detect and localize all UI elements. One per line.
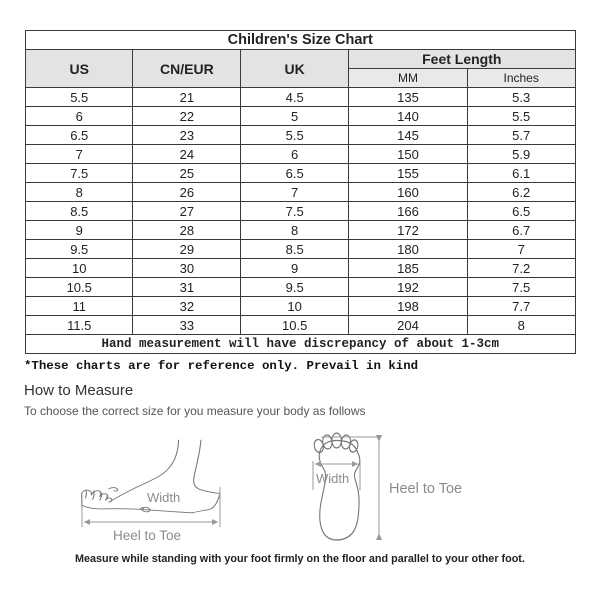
svg-text:Width: Width [316, 471, 349, 486]
svg-text:Width: Width [147, 490, 180, 505]
svg-text:Heel to Toe: Heel to Toe [113, 528, 181, 543]
svg-text:Heel to Toe: Heel to Toe [389, 481, 462, 497]
